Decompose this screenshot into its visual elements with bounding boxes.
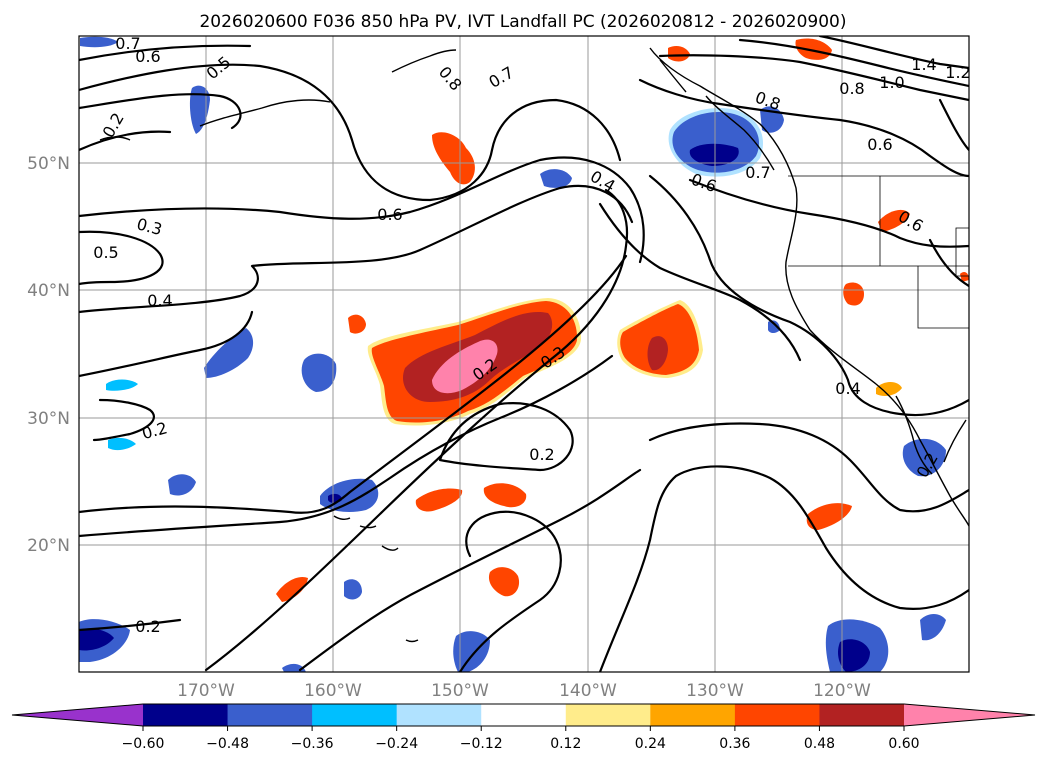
contour-label: 1.0 <box>879 73 904 92</box>
pv-anomaly-small-10 <box>960 272 969 282</box>
pv-anomaly-small-2 <box>415 488 463 512</box>
colorbar-ticks: −0.60 −0.48 −0.36 −0.24 −0.12 0.12 0.24 0.36 0.4… <box>122 726 920 752</box>
longitude-labels: 170°W 160°W 150°W 140°W 130°W 120°W <box>177 681 871 701</box>
colorbar-tick-label: 0.48 <box>804 736 835 752</box>
colorbar-segment <box>481 704 567 726</box>
lon-label-120w: 120°W <box>813 681 871 701</box>
pv-anomaly-top <box>668 46 690 62</box>
contour-label: 0.7 <box>745 163 770 182</box>
colorbar-segments <box>12 704 1035 726</box>
contour-label: 0.2 <box>529 445 554 464</box>
contour-label: 0.4 <box>147 291 172 310</box>
colorbar-segment <box>227 704 313 726</box>
colorbar-segment <box>312 704 398 726</box>
pv-neg-15 <box>344 579 362 600</box>
colorbar-segment <box>396 704 482 726</box>
contour-label: 0.5 <box>93 243 118 262</box>
colorbar-tick-label: −0.48 <box>206 736 249 752</box>
contour-label: 1.4 <box>911 55 936 74</box>
pv-neg-4 <box>540 169 572 188</box>
pv-neg-1 <box>301 353 337 392</box>
contour-label: 0.7 <box>115 34 140 53</box>
lon-label-130w: 130°W <box>686 681 744 701</box>
colorbar-segment <box>650 704 736 726</box>
map-frame <box>78 35 970 673</box>
contour-label: 1.2 <box>945 63 970 82</box>
lat-label-40n: 40°N <box>27 281 70 301</box>
colorbar-extend-low <box>12 704 143 726</box>
pv-neg-13 <box>106 379 138 391</box>
pv-neg-gulf-core <box>689 143 739 166</box>
baja-coast <box>895 395 967 475</box>
pv-neg-12 <box>168 474 196 496</box>
pv-neg-14 <box>108 437 136 451</box>
colorbar-tick-label: 0.12 <box>550 736 581 752</box>
pv-anomaly-small-8 <box>878 209 910 232</box>
coastlines <box>99 47 969 643</box>
pv-anomaly-small-3 <box>483 483 527 508</box>
colorbar: −0.60 −0.48 −0.36 −0.24 −0.12 0.12 0.24 0.36 0.4… <box>11 703 1036 752</box>
lat-label-50n: 50°N <box>27 154 70 174</box>
lat-label-20n: 20°N <box>27 536 70 556</box>
contour-label: 0.4 <box>835 379 860 398</box>
pv-anomaly-small-5 <box>276 576 308 602</box>
pv-anomaly-small-4 <box>488 567 520 597</box>
contour-label: 0.6 <box>867 135 892 154</box>
pv-anomaly-north <box>432 132 475 185</box>
pv-neg-11 <box>920 614 946 641</box>
pv-neg-16 <box>80 36 118 48</box>
colorbar-tick-label: 0.36 <box>719 736 750 752</box>
latitude-labels: 50°N 40°N 30°N 20°N <box>27 154 70 556</box>
pv-contours <box>79 36 969 672</box>
pv-anomaly-small-1 <box>348 314 366 334</box>
colorbar-tick-label: −0.24 <box>375 736 418 752</box>
colorbar-tick-label: 0.60 <box>888 736 919 752</box>
figure-title: 2026020600 F036 850 hPa PV, IVT Landfall… <box>199 12 846 32</box>
pv-anomaly-small-9 <box>876 382 902 396</box>
pv-neg-5 <box>189 85 210 134</box>
contour-label: 0.2 <box>135 617 160 636</box>
colorbar-segment <box>734 704 820 726</box>
colorbar-segment <box>819 704 905 726</box>
contour-label: 0.6 <box>135 47 160 66</box>
lon-label-170w: 170°W <box>177 681 235 701</box>
pv-anomaly-topright <box>795 38 832 60</box>
pv-neg-17 <box>768 320 780 333</box>
lon-label-140w: 140°W <box>559 681 617 701</box>
pv-positive-fills <box>276 38 969 602</box>
pv-neg-9-core <box>79 628 114 651</box>
pv-anomaly-small-6 <box>806 503 852 530</box>
lat-label-30n: 30°N <box>27 409 70 429</box>
colorbar-tick-label: −0.60 <box>122 736 165 752</box>
alaska-panhandle <box>659 59 775 171</box>
lon-label-160w: 160°W <box>304 681 362 701</box>
pv-anomaly-east-red <box>647 336 668 371</box>
pv-negative-fills <box>79 36 946 672</box>
borders <box>788 175 969 329</box>
colorbar-extend-high <box>904 704 1035 726</box>
colorbar-tick-label: −0.12 <box>460 736 503 752</box>
lon-label-150w: 150°W <box>431 681 489 701</box>
pv-anomaly-main-pink <box>432 339 498 394</box>
map-area: 0.7 0.6 0.5 0.2 0.8 0.7 1.4 1.2 1.0 0.8 … <box>79 34 970 672</box>
contour-label: 0.8 <box>839 79 864 98</box>
pv-neg-8-core <box>838 639 870 672</box>
hawaii-islands <box>333 515 419 643</box>
colorbar-tick-label: −0.36 <box>291 736 334 752</box>
pv-anomaly-small-7 <box>843 282 864 306</box>
colorbar-segment <box>143 704 229 726</box>
colorbar-tick-label: 0.24 <box>635 736 666 752</box>
pv-neg-2 <box>204 328 254 378</box>
pv-neg-10 <box>453 631 490 672</box>
contour-label: 0.6 <box>377 205 402 224</box>
graticule <box>79 36 969 672</box>
colorbar-segment <box>565 704 651 726</box>
